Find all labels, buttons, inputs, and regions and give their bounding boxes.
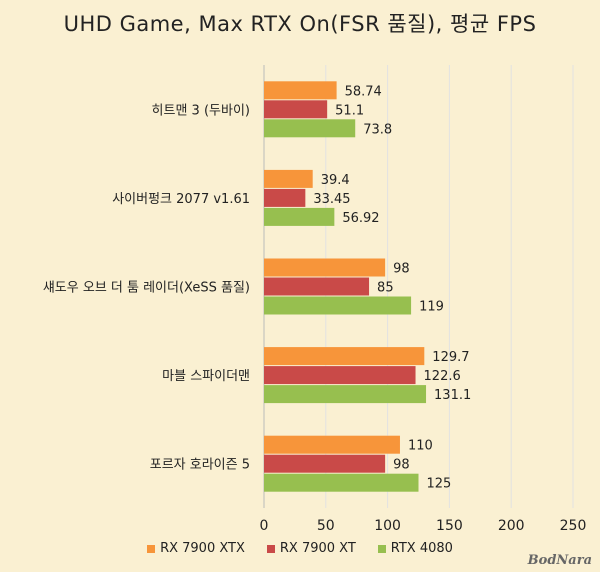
chart-title: UHD Game, Max RTX On(FSR 품질), 평균 FPS — [63, 12, 537, 36]
watermark-logo: BodNara — [527, 553, 592, 568]
bar — [264, 296, 412, 315]
legend-label: RTX 4080 — [390, 541, 453, 556]
x-tick-label: 250 — [560, 518, 587, 534]
legend-swatch — [377, 544, 386, 553]
data-label: 110 — [408, 439, 433, 454]
data-label: 33.45 — [313, 192, 350, 207]
data-label: 73.8 — [363, 122, 392, 137]
bar — [264, 119, 356, 138]
bar — [264, 258, 386, 277]
legend-item-rx7900xtx: RX 7900 XTX — [147, 541, 245, 556]
category-label: 마블 스파이더맨 — [162, 369, 250, 384]
data-label: 56.92 — [342, 211, 379, 226]
x-tick-label: 100 — [374, 518, 401, 534]
bar — [264, 277, 370, 296]
data-label: 125 — [427, 477, 452, 492]
data-label: 58.74 — [345, 84, 382, 99]
bar — [264, 81, 337, 100]
legend-swatch — [147, 544, 156, 553]
bars — [264, 81, 427, 492]
data-label: 119 — [419, 300, 444, 315]
category-label: 사이버펑크 2077 v1.61 — [112, 192, 250, 207]
data-label: 51.1 — [335, 103, 364, 118]
data-label: 98 — [393, 458, 410, 473]
x-tick-label: 50 — [317, 518, 335, 534]
category-label: 히트맨 3 (두바이) — [152, 103, 250, 118]
x-tick-label: 200 — [498, 518, 525, 534]
legend-swatch — [266, 544, 275, 553]
data-label: 85 — [377, 281, 394, 296]
bar — [264, 169, 313, 188]
legend-label: RX 7900 XT — [279, 541, 356, 556]
legend: RX 7900 XTX RX 7900 XT RTX 4080 — [0, 541, 600, 556]
data-label: 122.6 — [424, 369, 461, 384]
bar — [264, 366, 416, 385]
data-label: 129.7 — [432, 350, 469, 365]
bar — [264, 385, 427, 404]
bar — [264, 188, 306, 207]
bar — [264, 207, 335, 226]
bar — [264, 454, 386, 473]
bar — [264, 435, 400, 454]
data-label: 98 — [393, 262, 410, 277]
legend-item-rtx4080: RTX 4080 — [377, 541, 453, 556]
bar — [264, 347, 425, 366]
x-tick-label: 0 — [260, 518, 269, 534]
labels: 0 50 100 150 200 250 히트맨 3 (두바이) 58.74 51.1 73.8 사… — [43, 84, 587, 534]
x-tick-label: 150 — [436, 518, 463, 534]
legend-item-rx7900xt: RX 7900 XT — [266, 541, 356, 556]
bar — [264, 473, 419, 492]
legend-label: RX 7900 XTX — [160, 541, 245, 556]
data-label: 131.1 — [434, 388, 471, 403]
category-label: 포르자 호라이즌 5 — [150, 458, 250, 473]
category-label: 섀도우 오브 더 툼 레이더(XeSS 품질) — [43, 281, 250, 296]
data-label: 39.4 — [321, 173, 350, 188]
bar — [264, 100, 328, 119]
